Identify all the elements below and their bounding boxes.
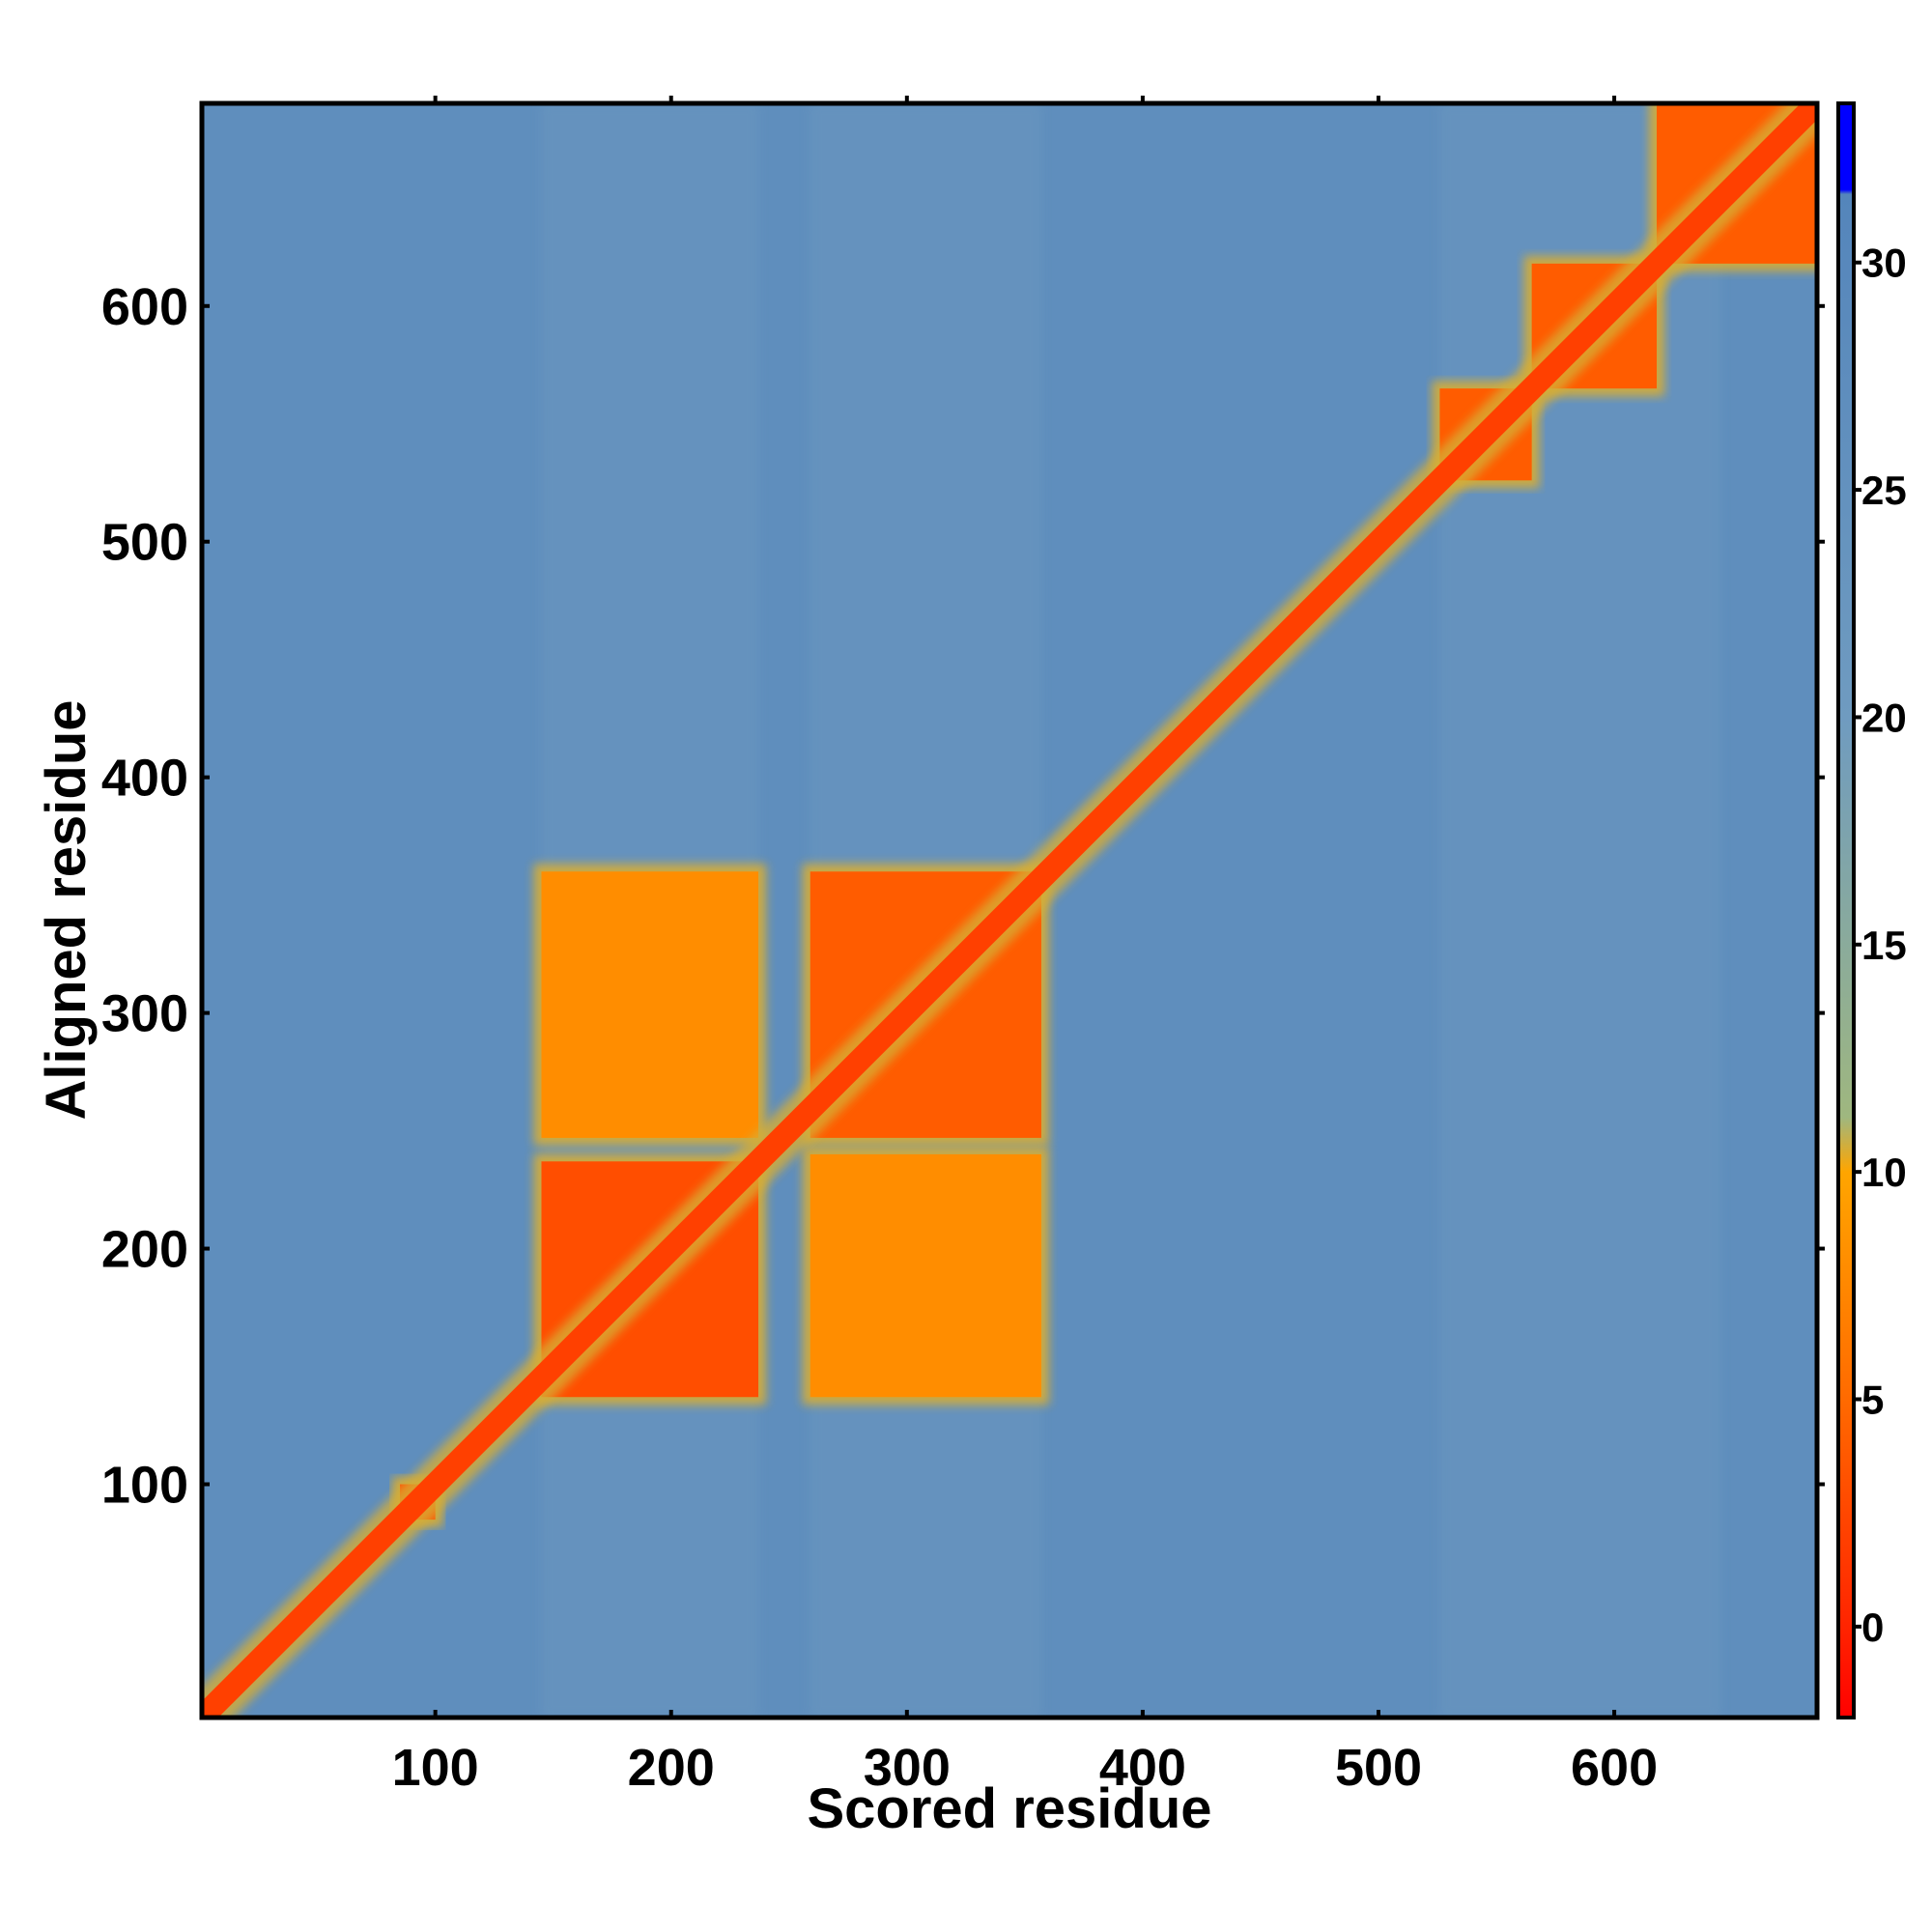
colorbar-tick-label: 15 xyxy=(1861,923,1907,968)
y-axis: 100 200 300 400 500 600 xyxy=(101,278,1825,1514)
ordered-block xyxy=(810,1153,1041,1398)
y-tick-label: 100 xyxy=(101,1456,188,1514)
colorbar-tick-label: 20 xyxy=(1861,695,1907,740)
plot-frame xyxy=(199,100,1820,1720)
y-tick-label: 300 xyxy=(101,985,188,1043)
x-tick-label: 500 xyxy=(1335,1739,1422,1797)
y-tick-label: 200 xyxy=(101,1221,188,1279)
x-tick-label: 200 xyxy=(628,1739,715,1797)
diagonal-band xyxy=(202,103,1817,1718)
y-tick-label: 500 xyxy=(101,514,188,572)
heatmap-area xyxy=(202,103,1817,1718)
x-tick-label: 400 xyxy=(1099,1739,1186,1797)
colorbar-tick-label: 30 xyxy=(1861,241,1907,286)
y-tick-label: 600 xyxy=(101,278,188,336)
x-axis: 100 200 300 400 500 600 xyxy=(392,96,1658,1797)
x-tick-label: 100 xyxy=(392,1739,479,1797)
ordered-block xyxy=(541,871,759,1138)
x-tick-label: 300 xyxy=(864,1739,951,1797)
colorbar-tick-label: 25 xyxy=(1861,468,1907,513)
colorbar-tick-label: 5 xyxy=(1861,1378,1884,1423)
colorbar-gradient xyxy=(1836,101,1856,1719)
colorbar-tick-label: 0 xyxy=(1861,1605,1884,1650)
x-tick-label: 600 xyxy=(1571,1739,1658,1797)
colorbar xyxy=(1836,101,1856,1719)
y-axis-title: Aligned residue xyxy=(35,699,98,1120)
y-tick-label: 400 xyxy=(101,750,188,808)
colorbar-axis: 0 5 10 15 20 25 30 xyxy=(1854,241,1907,1650)
colorbar-tick-label: 10 xyxy=(1861,1150,1907,1195)
x-axis-title: Scored residue xyxy=(807,1777,1211,1840)
